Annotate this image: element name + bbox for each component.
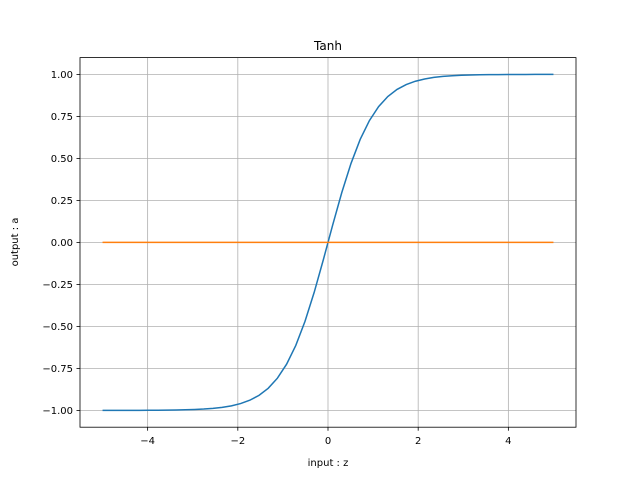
x-tick-label: 2 xyxy=(415,436,421,447)
x-tick-label: −4 xyxy=(140,436,155,447)
y-tick-label: 0.75 xyxy=(51,112,73,123)
x-tick-label: −2 xyxy=(230,436,245,447)
series-group xyxy=(102,73,554,412)
x-tick-label: 4 xyxy=(505,436,511,447)
x-axis-label: input : z xyxy=(308,458,349,469)
y-axis-label: output : a xyxy=(10,218,21,267)
y-tick-label: 0.50 xyxy=(51,154,73,165)
y-tick-label: 0.00 xyxy=(51,238,73,249)
y-tick-label: −1.00 xyxy=(42,406,73,417)
y-tick-label: 0.25 xyxy=(51,196,73,207)
y-tick-label: −0.75 xyxy=(42,364,73,375)
ticks: −4 −2 0 2 4 −1.00 −0.75 −0.50 −0.25 0.00 0.25 0.50 0… xyxy=(42,70,511,447)
y-tick-label: 1.00 xyxy=(51,70,73,81)
y-tick-label: −0.25 xyxy=(42,280,73,291)
chart-title: Tanh xyxy=(313,39,342,53)
y-tick-label: −0.50 xyxy=(42,322,73,333)
x-tick-label: 0 xyxy=(325,436,331,447)
